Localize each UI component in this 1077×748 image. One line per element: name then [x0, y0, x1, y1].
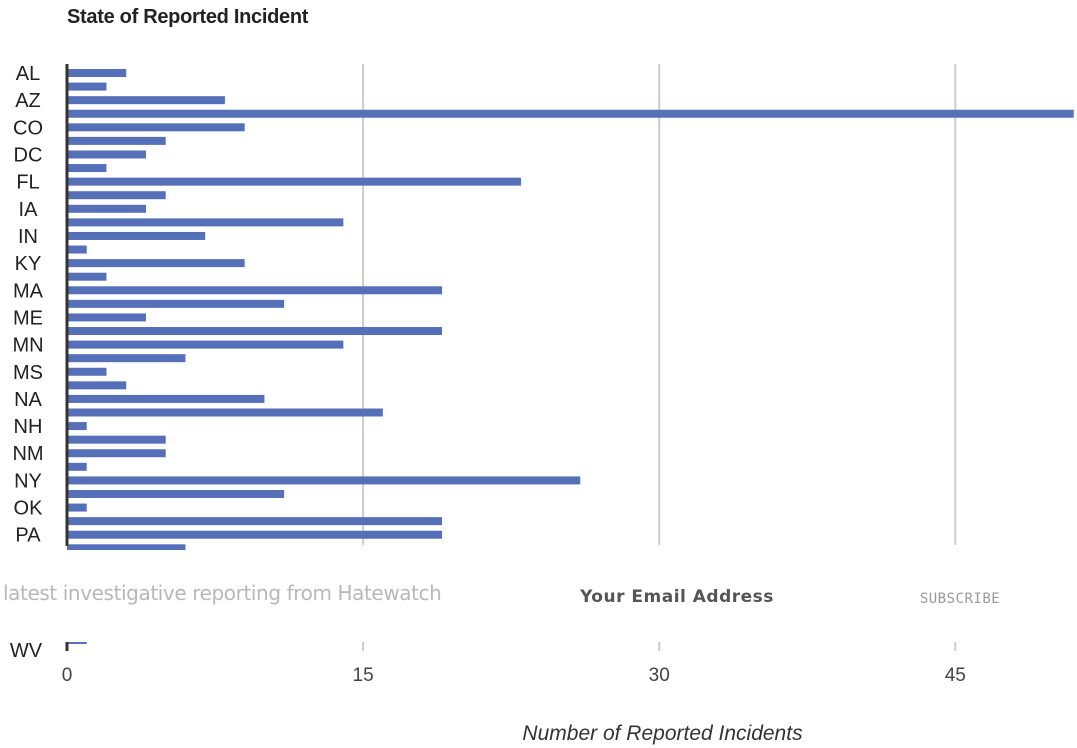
bar [67, 218, 344, 227]
category-label: NM [12, 443, 43, 465]
category-label: MS [13, 362, 43, 384]
x-tick-label: 0 [62, 665, 73, 686]
bar [67, 435, 166, 444]
bar [67, 394, 265, 403]
category-label: CO [13, 117, 43, 139]
bar [67, 259, 245, 268]
bar-chart: AL AZ CO DC FL IA IN KY MA ME MN MS NA NH NM NY OK PA WV 0… [10, 63, 1074, 686]
category-label: DC [14, 144, 43, 166]
category-label: MA [13, 280, 44, 302]
email-field[interactable] [560, 580, 794, 614]
newsletter-banner [0, 550, 1077, 642]
category-label: IN [18, 226, 38, 248]
category-label: OK [14, 498, 44, 520]
category-label: NY [14, 470, 42, 492]
category-label: KY [15, 253, 42, 275]
bar [67, 462, 87, 471]
bar [67, 503, 87, 512]
bar-partial [67, 641, 87, 644]
bar [67, 82, 107, 91]
bar [67, 231, 206, 240]
bar [67, 150, 146, 159]
bar [67, 340, 344, 349]
category-label: AL [16, 63, 40, 85]
bar [67, 136, 166, 145]
category-label: NA [14, 389, 42, 411]
bar [67, 123, 245, 132]
x-tick-label: 15 [353, 665, 374, 686]
grid-lines [362, 64, 957, 651]
bar [67, 245, 87, 254]
category-label-partial: WV [10, 640, 43, 662]
bar [67, 177, 522, 186]
bars [67, 69, 1074, 644]
bar [67, 381, 127, 390]
newsletter-text: latest investigative reporting from Hate… [3, 581, 442, 605]
bar [67, 476, 581, 485]
category-labels: AL AZ CO DC FL IA IN KY MA ME MN MS NA NH NM NY OK PA WV [10, 63, 44, 662]
bar [67, 313, 146, 322]
x-tick-labels: 0 15 30 45 [62, 665, 966, 686]
x-axis-label-text: Number of Reported Incidents [522, 722, 803, 745]
bar [67, 272, 107, 281]
bar [67, 489, 285, 498]
category-label: IA [19, 199, 39, 221]
bar [67, 354, 186, 363]
bar [67, 449, 166, 458]
bar [67, 286, 443, 295]
x-tick-label: 45 [945, 665, 966, 686]
bar [67, 191, 166, 200]
bar [67, 517, 443, 526]
bar [67, 164, 107, 173]
bar [67, 327, 443, 336]
bar [67, 422, 87, 431]
category-label: PA [15, 525, 41, 547]
chart-title: State of Reported Incident [67, 6, 309, 28]
bar [67, 69, 127, 77]
category-label: NH [14, 416, 43, 438]
x-axis-label: Number of Reported Incidents [0, 722, 1077, 746]
category-label: MN [12, 335, 43, 357]
category-label: ME [13, 307, 43, 329]
bar [67, 530, 443, 539]
bar [67, 299, 285, 308]
subscribe-button[interactable]: SUBSCRIBE [905, 586, 1015, 612]
bar [67, 96, 225, 105]
category-label: AZ [15, 90, 41, 112]
bar [67, 367, 107, 376]
bar [67, 109, 1074, 118]
category-label: FL [16, 172, 39, 194]
bar [67, 408, 383, 417]
x-tick-label: 30 [649, 665, 670, 686]
bar [67, 204, 146, 213]
bar [67, 544, 186, 553]
